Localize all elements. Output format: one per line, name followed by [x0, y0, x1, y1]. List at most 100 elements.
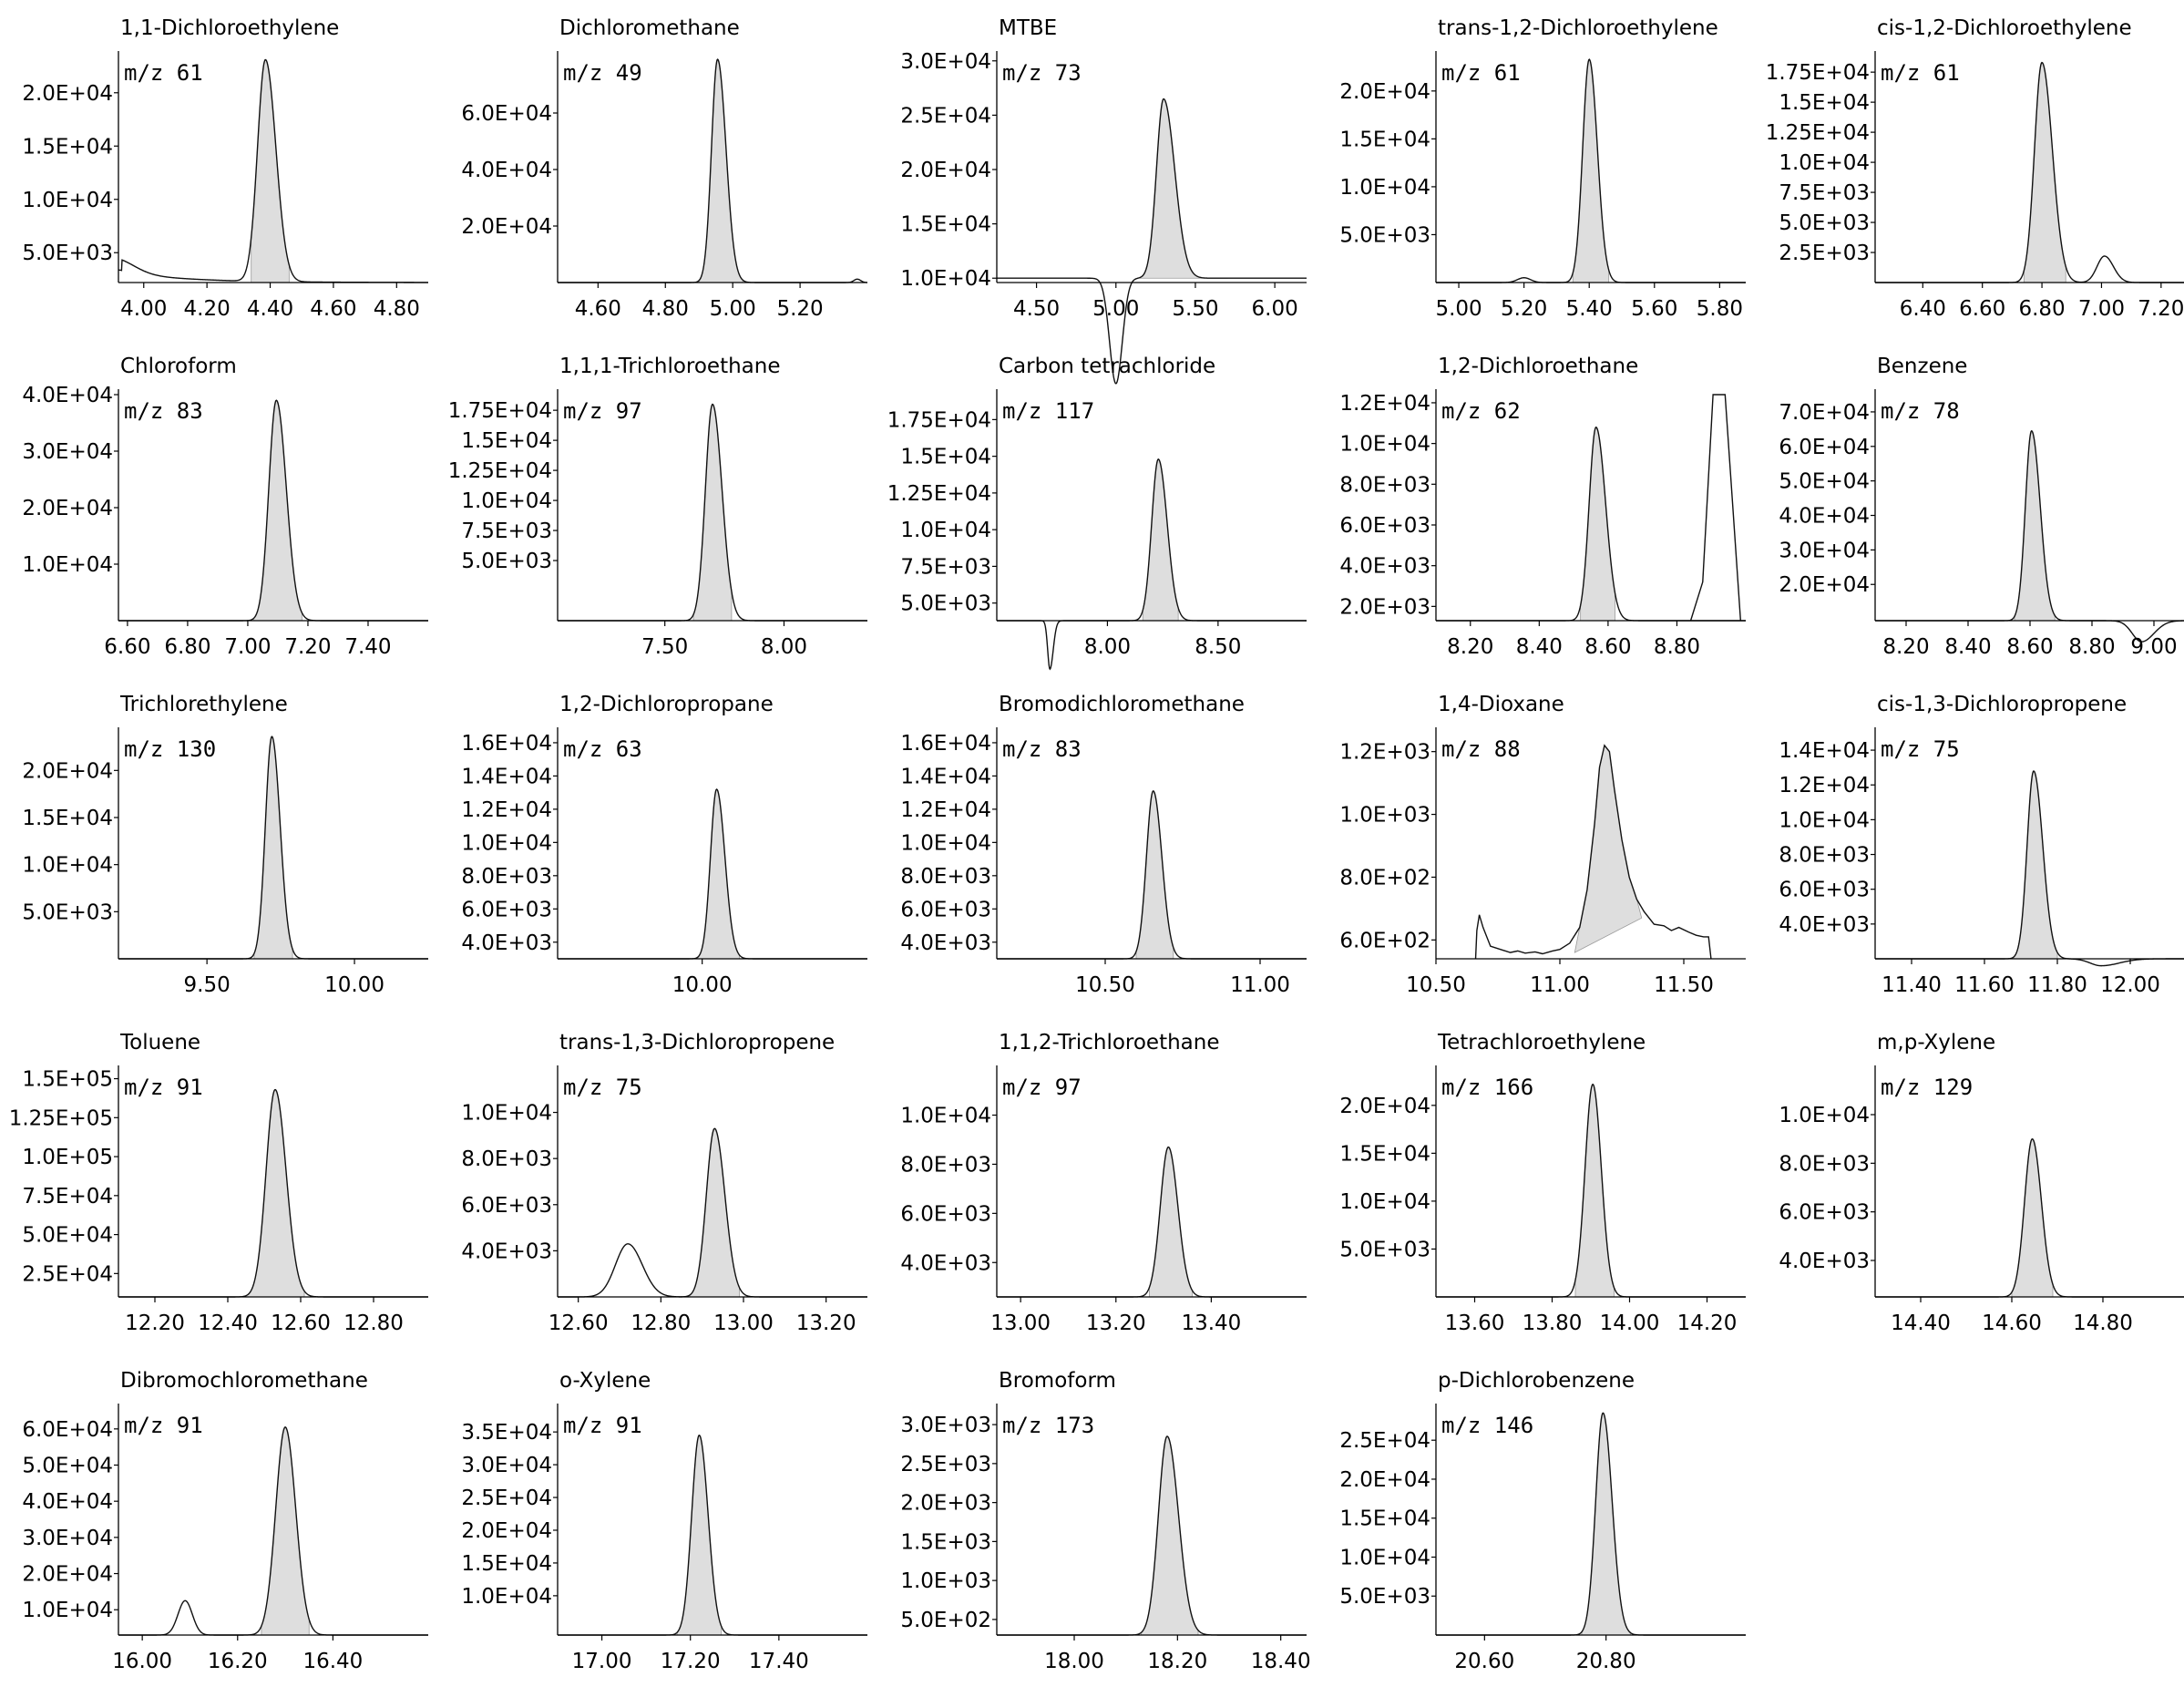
- peak-area-shading: [2024, 62, 2066, 283]
- y-tick-label: 6.0E+03: [461, 1194, 552, 1218]
- y-tick-label: 5.0E+03: [1779, 211, 1870, 235]
- y-tick-label: 3.0E+04: [22, 440, 113, 464]
- x-tick-label: 14.60: [1982, 1312, 2042, 1335]
- panel-title: Dichloromethane: [559, 16, 740, 40]
- x-tick-label: 12.80: [631, 1312, 691, 1335]
- x-tick-label: 10.50: [1406, 973, 1466, 997]
- x-tick-label: 5.00: [710, 297, 756, 321]
- x-tick-label: 11.60: [1954, 973, 2015, 997]
- chromatogram-panel-10: 8.20 8.40 8.60 8.80 9.00 2.0E+04 3.0E+04 4.0E+0…: [1779, 355, 2184, 659]
- y-tick-label: 2.0E+04: [1339, 80, 1430, 104]
- y-tick-label: 8.0E+03: [461, 1147, 552, 1171]
- y-tick-label: 6.0E+04: [1779, 436, 1870, 459]
- peak-area-shading: [2011, 1138, 2054, 1298]
- chromatogram-panel-7: 7.50 8.00 5.0E+03 7.5E+03 1.0E+04 1.25E+04 1.5…: [448, 355, 867, 659]
- y-tick-label: 4.0E+03: [900, 1251, 991, 1275]
- panel-title: Trichlorethylene: [119, 693, 288, 716]
- x-tick-label: 6.40: [1900, 297, 1946, 321]
- y-tick-label: 1.25E+04: [448, 459, 552, 483]
- x-tick-label: 18.40: [1251, 1650, 1311, 1673]
- y-tick-label: 5.0E+04: [1779, 470, 1870, 494]
- y-tick-label: 2.0E+03: [1339, 595, 1430, 619]
- x-tick-label: 10.50: [1075, 973, 1135, 997]
- y-tick-label: 7.5E+03: [1779, 181, 1870, 205]
- chromatogram-panel-24: 20.60 20.80 5.0E+03 1.0E+04 1.5E+04 2.0E+04 2.…: [1339, 1369, 1746, 1673]
- x-tick-label: 20.80: [1576, 1650, 1636, 1673]
- mz-annotation: m/z 97: [1002, 1075, 1082, 1100]
- panel-title: Bromoform: [999, 1369, 1116, 1393]
- panel-title: Bromodichloromethane: [999, 693, 1245, 716]
- y-tick-label: 1.5E+04: [1339, 1507, 1430, 1531]
- y-tick-label: 1.0E+04: [1779, 1104, 1870, 1127]
- y-tick-label: 3.0E+03: [900, 1414, 991, 1437]
- y-tick-label: 2.5E+03: [1779, 242, 1870, 265]
- mz-annotation: m/z 61: [1881, 60, 1960, 86]
- panel-title: p-Dichlorobenzene: [1438, 1369, 1635, 1393]
- mz-annotation: m/z 173: [1002, 1413, 1094, 1438]
- y-tick-label: 6.0E+03: [461, 898, 552, 921]
- y-tick-label: 5.0E+04: [22, 1455, 113, 1478]
- y-tick-label: 8.0E+03: [900, 1153, 991, 1177]
- y-tick-label: 5.0E+03: [1339, 1238, 1430, 1261]
- y-tick-label: 1.5E+03: [900, 1530, 991, 1554]
- panel-title: Dibromochloromethane: [120, 1369, 368, 1393]
- x-tick-label: 12.60: [549, 1312, 609, 1335]
- y-tick-label: 2.0E+04: [1339, 1095, 1430, 1118]
- y-tick-label: 1.0E+03: [1339, 804, 1430, 828]
- mz-annotation: m/z 91: [563, 1413, 642, 1438]
- x-tick-label: 4.60: [575, 297, 621, 321]
- y-tick-label: 2.0E+04: [22, 1563, 113, 1587]
- x-tick-label: 5.20: [1501, 297, 1547, 321]
- peak-area-shading: [1135, 790, 1174, 960]
- x-tick-label: 13.60: [1445, 1312, 1505, 1335]
- panel-title: Carbon tetrachloride: [999, 355, 1215, 378]
- y-tick-label: 6.0E+03: [1779, 1201, 1870, 1225]
- x-tick-label: 8.00: [761, 635, 807, 659]
- x-tick-label: 11.50: [1654, 973, 1714, 997]
- y-tick-label: 3.5E+04: [461, 1421, 552, 1445]
- peak-area-shading: [261, 1426, 310, 1636]
- y-tick-label: 5.0E+02: [900, 1609, 991, 1632]
- panel-title: 1,4-Dioxane: [1438, 693, 1564, 716]
- x-tick-label: 5.50: [1172, 297, 1218, 321]
- y-tick-label: 8.0E+02: [1339, 866, 1430, 890]
- y-tick-label: 6.0E+03: [900, 898, 991, 921]
- y-tick-label: 7.5E+03: [461, 519, 552, 543]
- x-tick-label: 10.00: [672, 973, 733, 997]
- x-tick-label: 20.60: [1454, 1650, 1514, 1673]
- x-tick-label: 6.80: [2018, 297, 2065, 321]
- x-tick-label: 16.00: [112, 1650, 172, 1673]
- x-tick-label: 14.80: [2073, 1312, 2133, 1335]
- chromatogram-panel-21: 16.00 16.20 16.40 1.0E+04 2.0E+04 3.0E+04 4.0E…: [22, 1369, 428, 1673]
- y-tick-label: 5.0E+04: [22, 1224, 113, 1248]
- panel-title: trans-1,2-Dichloroethylene: [1438, 16, 1718, 40]
- chromatogram-panel-9: 8.20 8.40 8.60 8.80 2.0E+03 4.0E+03 6.0E+03 8.0…: [1339, 355, 1746, 659]
- chromatogram-panel-14: 10.50 11.00 11.50 6.0E+02 8.0E+02 1.0E+03 1.2E…: [1339, 693, 1746, 997]
- chromatogram-panel-18: 13.00 13.20 13.40 4.0E+03 6.0E+03 8.0E+03 1.0E…: [900, 1031, 1307, 1335]
- y-tick-label: 7.0E+04: [1779, 401, 1870, 425]
- peak-area-shading: [1139, 98, 1228, 279]
- x-tick-label: 8.60: [2006, 635, 2053, 659]
- chromatogram-trace: [997, 98, 1307, 385]
- panel-title: MTBE: [999, 16, 1057, 40]
- y-tick-label: 3.0E+04: [22, 1527, 113, 1550]
- x-tick-label: 8.80: [2068, 635, 2115, 659]
- y-tick-label: 1.75E+04: [887, 408, 991, 432]
- chromatogram-panel-16: 12.20 12.40 12.60 12.80 2.5E+04 5.0E+04 7.5E+0…: [9, 1031, 428, 1335]
- chromatogram-panel-12: 10.00 4.0E+03 6.0E+03 8.0E+03 1.0E+04 1.2E+04…: [461, 693, 867, 997]
- y-tick-label: 2.5E+03: [900, 1453, 991, 1476]
- y-tick-label: 1.6E+04: [461, 732, 552, 756]
- peak-area-shading: [1142, 458, 1179, 622]
- y-tick-label: 2.0E+04: [461, 215, 552, 239]
- x-tick-label: 4.60: [310, 297, 356, 321]
- chromatogram-panel-20: 14.40 14.60 14.80 4.0E+03 6.0E+03 8.0E+03 1.0E…: [1779, 1031, 2184, 1335]
- y-tick-label: 2.5E+04: [22, 1262, 113, 1286]
- y-tick-label: 1.6E+04: [900, 732, 991, 756]
- x-tick-label: 13.00: [713, 1312, 774, 1335]
- mz-annotation: m/z 117: [1002, 398, 1094, 424]
- x-tick-label: 8.20: [1882, 635, 1929, 659]
- y-tick-label: 7.5E+04: [22, 1185, 113, 1209]
- peak-area-shading: [1580, 427, 1615, 622]
- y-tick-label: 1.0E+04: [461, 489, 552, 513]
